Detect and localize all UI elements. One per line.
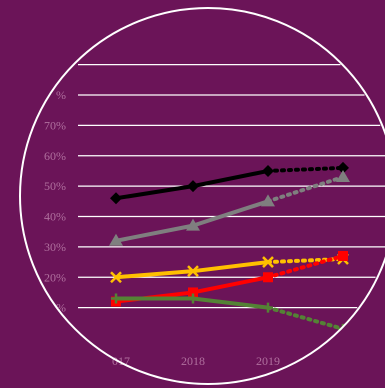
x-tick-label: 2019 (256, 354, 280, 368)
data-point-marker (110, 192, 122, 205)
y-axis-ticks: % 70% 60% 50% 40% 30% 20%% (44, 88, 66, 315)
data-point-marker (111, 293, 121, 304)
data-point-marker (187, 265, 199, 278)
series (111, 293, 348, 334)
data-point-marker (338, 323, 348, 334)
x-axis-ticks: 017 2018 2019 (112, 354, 280, 368)
gridlines (78, 64, 385, 309)
data-point-marker (109, 233, 123, 246)
data-point-marker (261, 194, 275, 207)
data-point-marker (338, 250, 348, 261)
y-tick-label: 60% (44, 149, 66, 163)
data-point-marker (186, 218, 200, 231)
y-tick-label: 30% (44, 240, 66, 254)
series-group (109, 161, 350, 334)
y-tick-label: % (56, 88, 66, 102)
data-point-marker (262, 256, 274, 268)
data-point-marker (187, 180, 199, 193)
data-point-marker (262, 164, 274, 177)
x-tick-label: 2018 (181, 354, 205, 368)
y-tick-label: 20% (44, 270, 66, 284)
data-point-marker (188, 293, 198, 304)
y-tick-label: 50% (44, 179, 66, 193)
y-tick-label: 40% (44, 210, 66, 224)
data-point-marker (188, 287, 198, 298)
series-line-projection (266, 175, 345, 204)
circle-frame (19, 7, 385, 385)
series (110, 161, 349, 205)
series (110, 253, 349, 284)
data-point-marker (263, 302, 273, 313)
y-tick-label: % (56, 301, 66, 315)
series-line-projection (266, 165, 345, 173)
series (109, 170, 350, 246)
series-line-projection (266, 253, 345, 280)
data-point-marker (337, 161, 349, 174)
data-point-marker (110, 271, 122, 284)
series-line-projection (266, 305, 345, 331)
y-tick-label: 70% (44, 118, 66, 132)
data-point-marker (336, 170, 350, 183)
data-point-marker (263, 272, 273, 283)
